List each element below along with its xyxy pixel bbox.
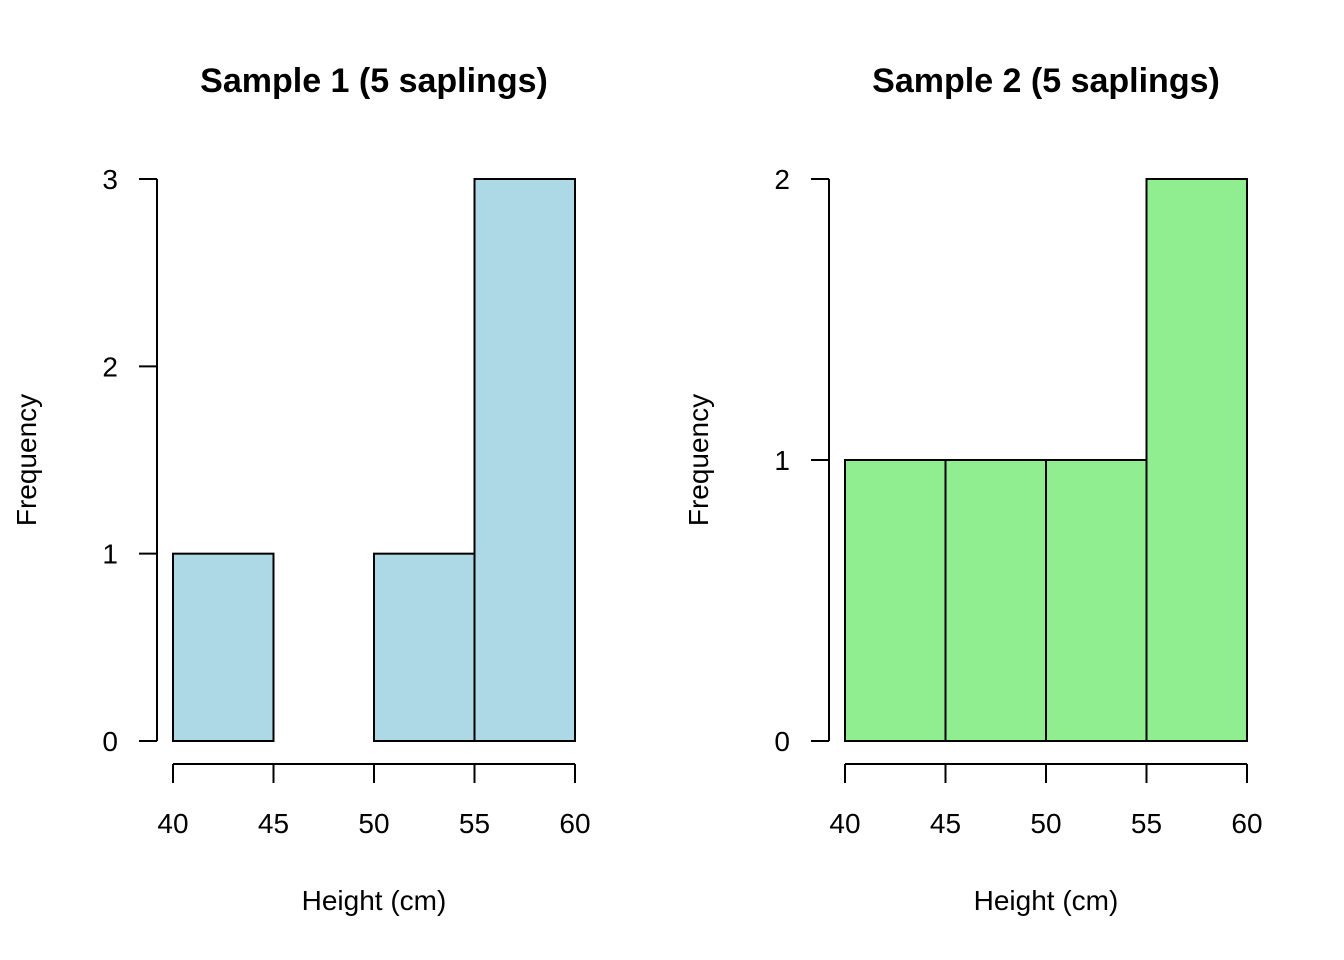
x-tick-label: 55 (1131, 808, 1162, 839)
y-tick-label: 3 (102, 164, 118, 195)
y-tick-label: 2 (102, 351, 118, 382)
histogram-bar (473, 178, 576, 742)
y-tick-label: 1 (774, 445, 790, 476)
histogram-bar (1045, 459, 1148, 742)
x-tick-label: 45 (258, 808, 289, 839)
chart-title: Sample 2 (5 saplings) (872, 62, 1220, 100)
histogram-panel-1: Sample 1 (5 saplings) 0 1 2 3 40 45 50 55 60 Heigh… (11, 62, 591, 916)
x-tick-label: 50 (358, 808, 389, 839)
histogram-bar (172, 552, 275, 743)
x-tick-label: 40 (157, 808, 188, 839)
y-tick-label: 1 (102, 539, 118, 570)
y-tick-label: 0 (774, 726, 790, 757)
x-tick-label: 55 (459, 808, 490, 839)
x-tick-label: 40 (829, 808, 860, 839)
histogram-bar (844, 459, 947, 742)
x-tick-label: 60 (1231, 808, 1262, 839)
chart-title: Sample 1 (5 saplings) (200, 62, 548, 100)
y-tick-label: 2 (774, 164, 790, 195)
x-axis-label: Height (cm) (974, 885, 1119, 916)
histogram-panel-2: Sample 2 (5 saplings) 0 1 2 40 45 50 55 60 Height… (683, 62, 1263, 916)
histogram-bar (1145, 178, 1248, 742)
y-tick-label: 0 (102, 726, 118, 757)
histogram-bar (373, 552, 476, 743)
x-axis-label: Height (cm) (302, 885, 447, 916)
y-axis-label: Frequency (11, 394, 42, 526)
x-tick-label: 60 (559, 808, 590, 839)
x-tick-label: 45 (930, 808, 961, 839)
histogram-bar (944, 459, 1047, 742)
x-tick-label: 50 (1030, 808, 1061, 839)
y-axis-label: Frequency (683, 394, 714, 526)
